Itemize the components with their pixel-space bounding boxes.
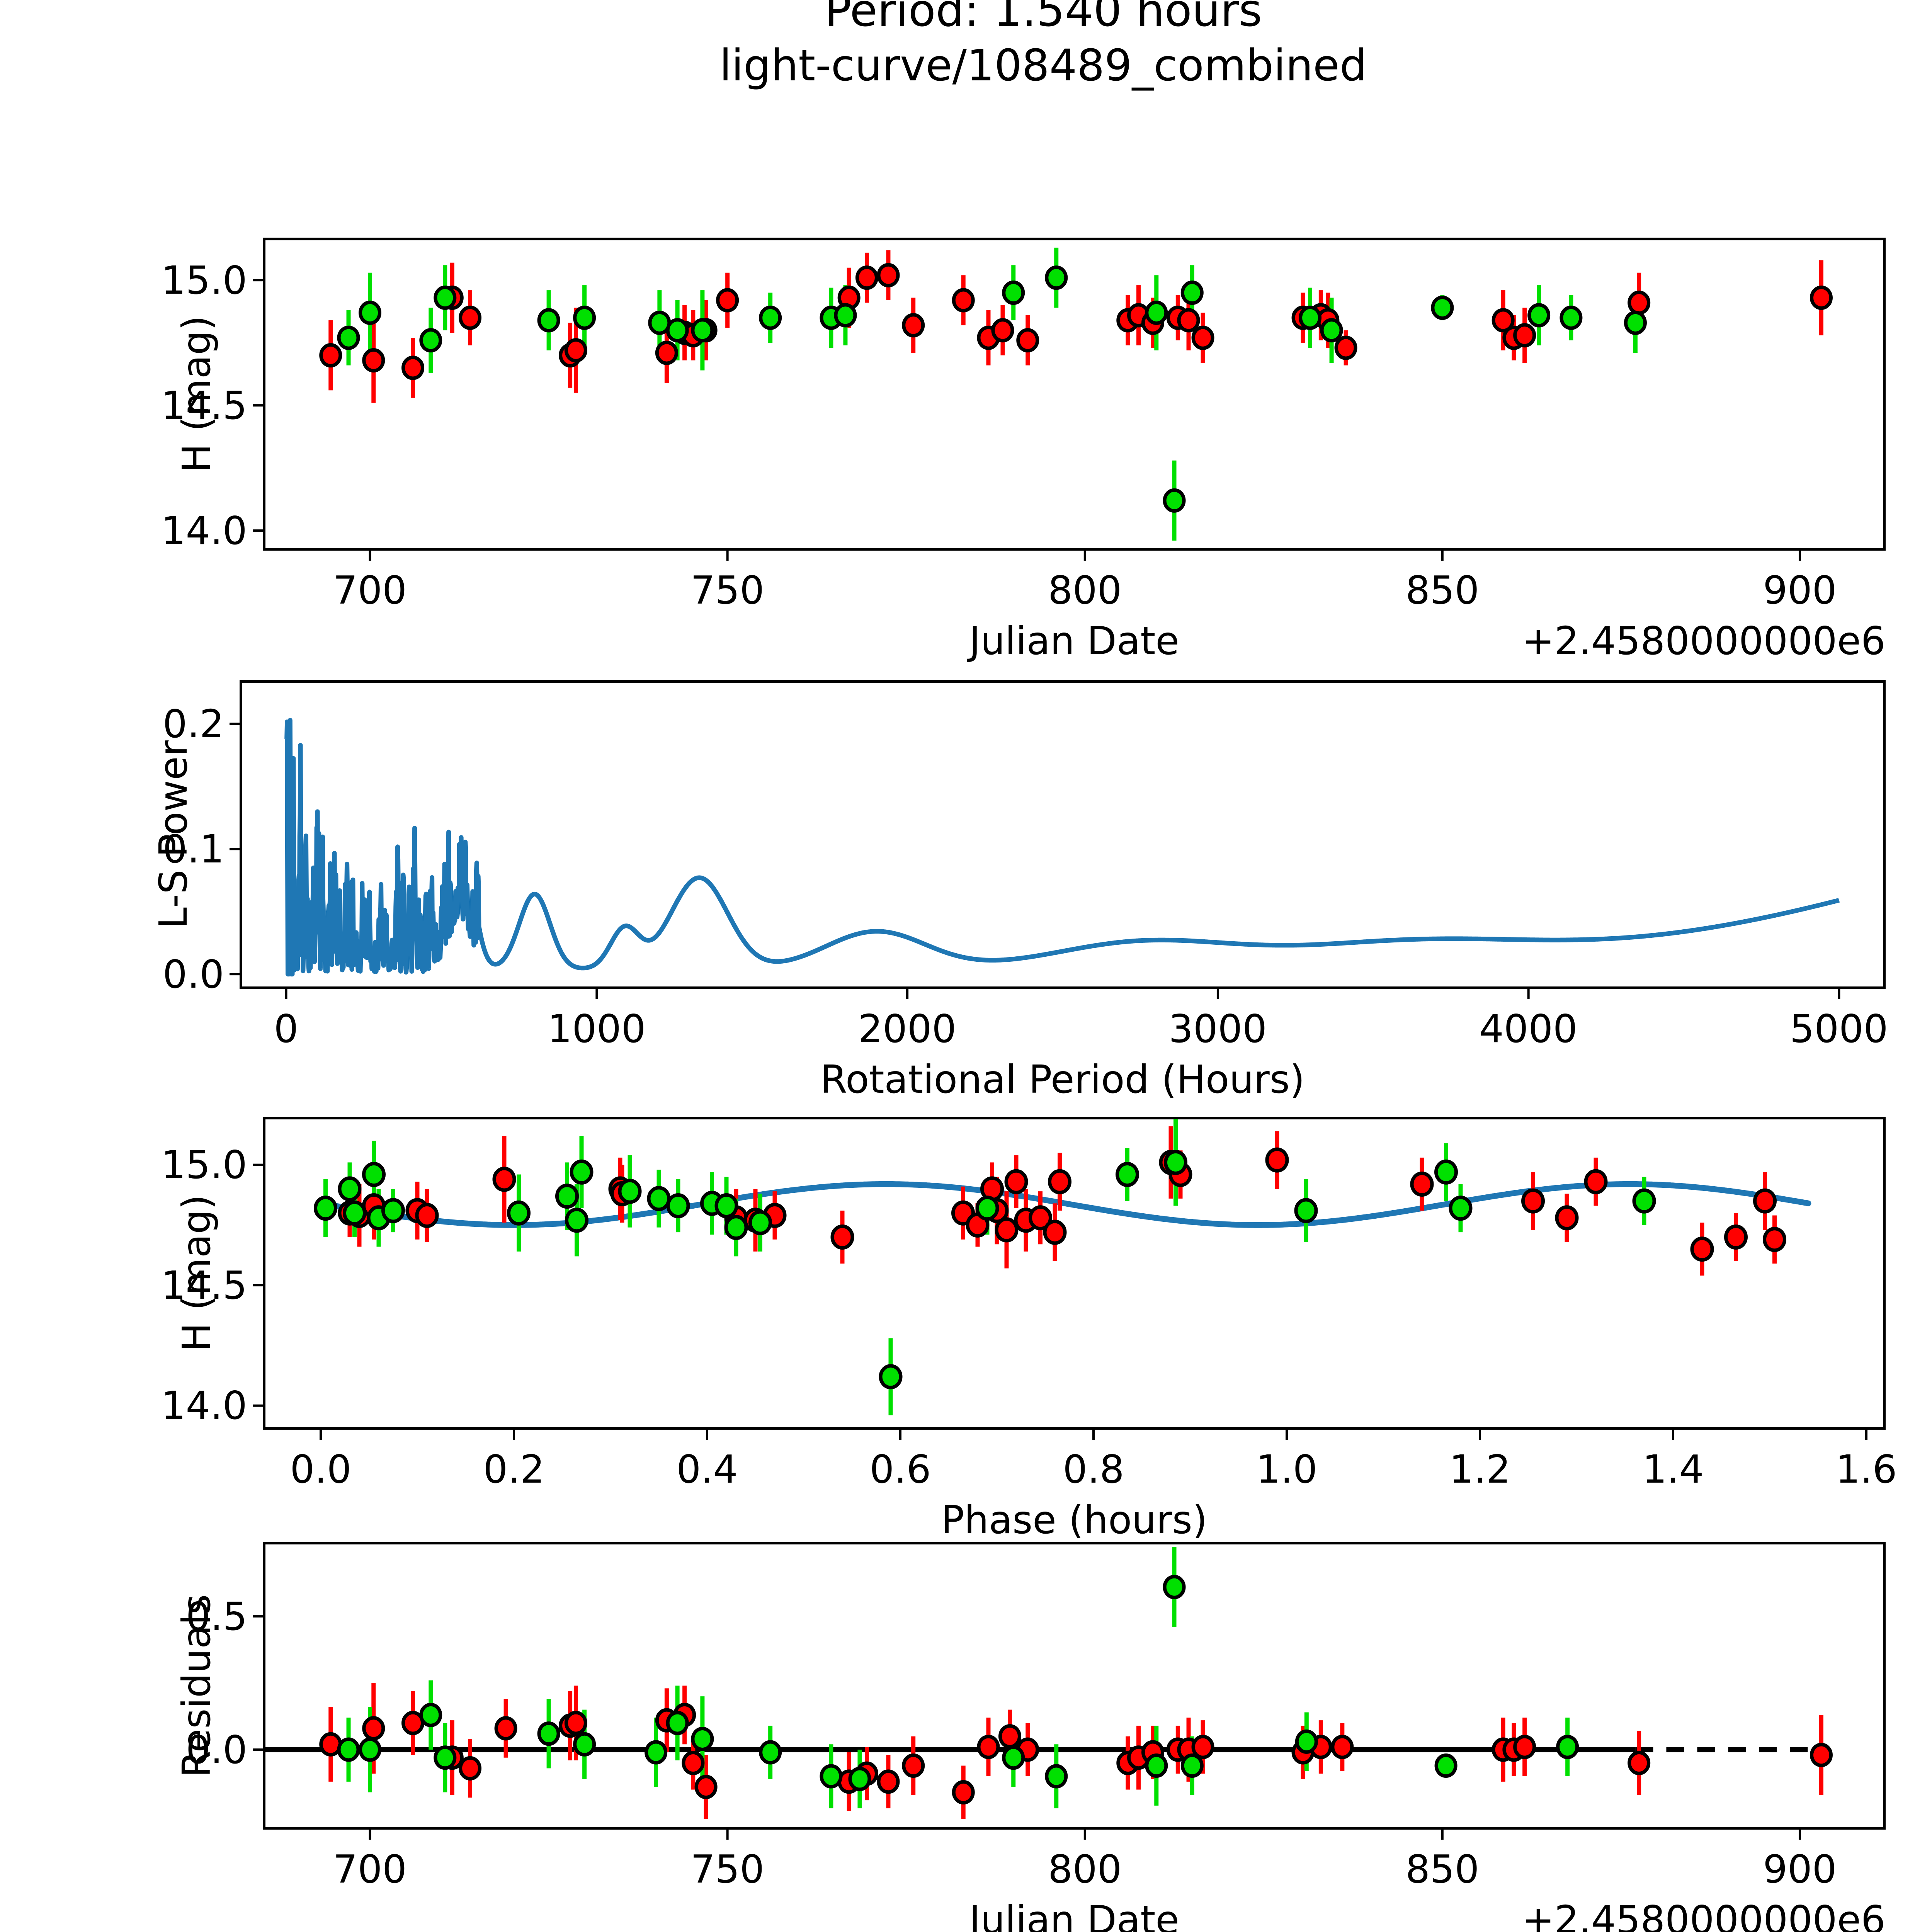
phased-axes-frame [263, 1117, 1886, 1430]
x-tick-label: 0 [274, 1006, 299, 1051]
x-tick-label: 0.4 [676, 1447, 738, 1492]
x-tick-label: 900 [1763, 568, 1837, 613]
residuals-axes-frame [263, 1542, 1886, 1830]
x-tick-label: 1.6 [1835, 1447, 1897, 1492]
y-tick-label: 0.0 [186, 1727, 248, 1772]
y-tick-label: 0.1 [163, 826, 224, 872]
residuals-xlabel: Julian Date [969, 1897, 1179, 1932]
x-tick-label: 700 [333, 1847, 407, 1892]
phased-xlabel: Phase (hours) [941, 1497, 1208, 1543]
y-tick-label: 14.5 [161, 1262, 247, 1308]
y-tick-label: 14.0 [161, 1383, 247, 1429]
x-tick-label: 700 [333, 568, 407, 613]
x-tick-label: 850 [1405, 568, 1480, 613]
x-tick-label: 1.2 [1449, 1447, 1511, 1492]
lightcurve-axes-frame [263, 238, 1886, 551]
x-tick-label: 0.0 [290, 1447, 352, 1492]
y-tick-label: 14.5 [161, 383, 247, 428]
y-tick-label: 0.5 [186, 1594, 248, 1639]
x-tick-label: 1.0 [1256, 1447, 1318, 1492]
y-tick-label: 0.2 [163, 701, 224, 747]
y-tick-label: 15.0 [161, 1142, 247, 1188]
x-tick-label: 0.6 [869, 1447, 931, 1492]
x-tick-label: 3000 [1168, 1006, 1267, 1051]
x-tick-label: 0.8 [1063, 1447, 1124, 1492]
y-tick-label: 14.0 [161, 508, 247, 553]
x-tick-label: 5000 [1789, 1006, 1888, 1051]
x-tick-label: 850 [1405, 1847, 1480, 1892]
residuals-x-offset-text: +2.4580000000e6 [1522, 1897, 1886, 1932]
x-tick-label: 750 [690, 568, 765, 613]
x-tick-label: 1000 [547, 1006, 646, 1051]
x-tick-label: 1.4 [1642, 1447, 1704, 1492]
x-tick-label: 4000 [1479, 1006, 1578, 1051]
figure-suptitle: light-curve/108489_combined [719, 41, 1367, 91]
y-tick-label: 0.0 [163, 951, 224, 997]
period-annotation: Period: 1.540 hours [824, 0, 1262, 37]
y-tick-label: 15.0 [161, 257, 247, 303]
x-tick-label: 800 [1048, 568, 1122, 613]
x-tick-label: 0.2 [483, 1447, 545, 1492]
periodogram-xlabel: Rotational Period (Hours) [820, 1057, 1305, 1102]
lightcurve-x-offset-text: +2.4580000000e6 [1522, 618, 1886, 663]
lightcurve-xlabel: Julian Date [969, 618, 1179, 663]
x-tick-label: 2000 [858, 1006, 957, 1051]
x-tick-label: 750 [690, 1847, 765, 1892]
x-tick-label: 800 [1048, 1847, 1122, 1892]
x-tick-label: 900 [1763, 1847, 1837, 1892]
